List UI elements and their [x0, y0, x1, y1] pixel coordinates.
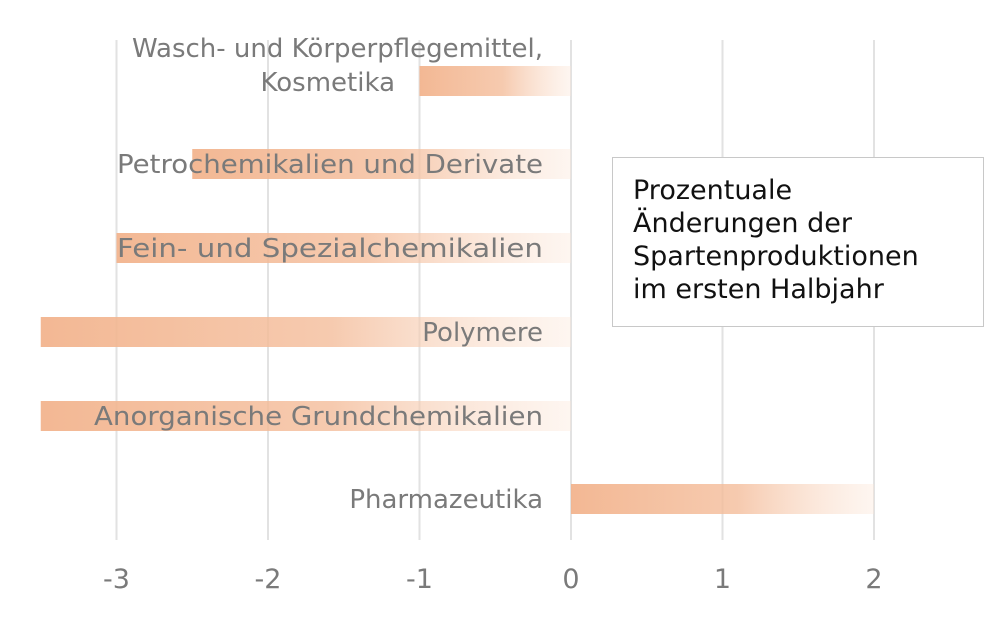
- x-tick-label: 0: [562, 564, 579, 595]
- bars: [40, 66, 874, 514]
- annotation-line: Prozentuale: [633, 175, 793, 206]
- category-label: Anorganische Grundchemikalien: [94, 402, 543, 432]
- annotation-line: Änderungen der: [633, 208, 852, 239]
- bar: [40, 317, 571, 347]
- category-label: Fein- und Spezialchemikalien: [117, 234, 543, 264]
- category-label: Petrochemikalien und Derivate: [117, 150, 543, 180]
- annotation-line: im ersten Halbjahr: [633, 274, 884, 305]
- annotation-box: Prozentuale Änderungen der Spartenproduk…: [612, 157, 984, 327]
- category-labels: Wasch- und Körperpflegemittel, Kosmetika P…: [94, 34, 543, 515]
- bar: [419, 66, 571, 96]
- x-tick-label: 2: [865, 564, 882, 595]
- x-tick-label: -2: [255, 564, 282, 595]
- category-label: Polymere: [422, 318, 543, 348]
- bar: [192, 149, 571, 179]
- x-tick-label: -3: [103, 564, 130, 595]
- bar: [116, 233, 571, 263]
- bar: [571, 484, 874, 514]
- annotation-line: Spartenproduktionen: [633, 241, 919, 272]
- x-tick-label: 1: [714, 564, 731, 595]
- category-label: Wasch- und Körperpflegemittel, Kosmetika: [132, 34, 543, 98]
- x-tick-labels: -3 -2 -1 0 1 2: [103, 564, 883, 595]
- category-label: Pharmazeutika: [349, 485, 543, 515]
- x-tick-label: -1: [406, 564, 433, 595]
- bar: [40, 401, 571, 431]
